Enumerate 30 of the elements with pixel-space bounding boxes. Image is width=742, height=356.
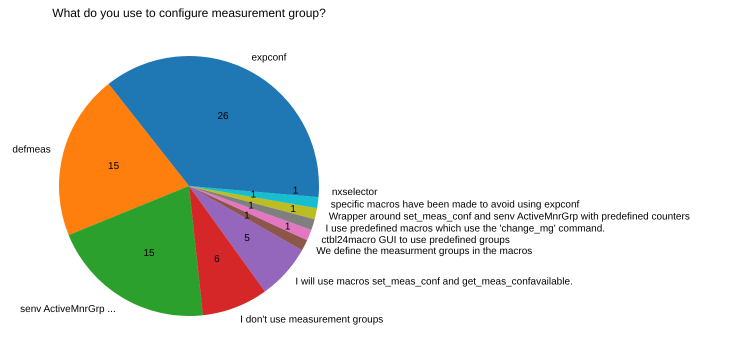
slice-label: senv ActiveMnrGrp ... <box>20 304 116 315</box>
pie-slice <box>189 186 315 230</box>
slice-label: expconf <box>251 52 287 64</box>
slice-label: ctbl24macro GUI to use predefined groups <box>321 235 510 246</box>
pie-slice <box>189 186 312 240</box>
chart-title: What do you use to configure measurement group? <box>52 6 326 20</box>
pie-slice <box>59 84 189 236</box>
data-label: 15 <box>143 248 156 259</box>
slice-label: defmeas <box>12 144 51 156</box>
data-label: 6 <box>214 254 220 265</box>
pie-slice <box>189 186 308 250</box>
slice-label: nxselector <box>332 187 378 198</box>
data-label: 1 <box>292 186 299 197</box>
data-label: 1 <box>290 204 296 215</box>
data-label: 1 <box>250 189 257 200</box>
data-label: 15 <box>108 161 120 172</box>
slice-label: Wrapper around set_meas_conf and senv ActiveMnrGrp with predefined counters <box>328 212 690 223</box>
slice-label: I don't use measurement groups <box>240 314 384 326</box>
slice-label: I will use macros set_meas_conf and get_meas_confavailable. <box>295 276 573 288</box>
data-label: 1 <box>284 221 291 232</box>
slice-label: I use predefined macros which use the 'change_mg' command. <box>326 223 606 234</box>
data-label: 26 <box>217 110 230 122</box>
pie-slice <box>189 186 318 220</box>
pie-slice <box>189 186 265 316</box>
data-label: 1 <box>248 200 254 212</box>
data-label: 1 <box>244 210 250 222</box>
slice-label: We define the measurment groups in the macros <box>316 246 532 258</box>
slice-label: specific macros have been made to avoid using expconf <box>330 199 580 210</box>
pie-slice <box>189 186 302 292</box>
data-label: 5 <box>244 233 250 244</box>
